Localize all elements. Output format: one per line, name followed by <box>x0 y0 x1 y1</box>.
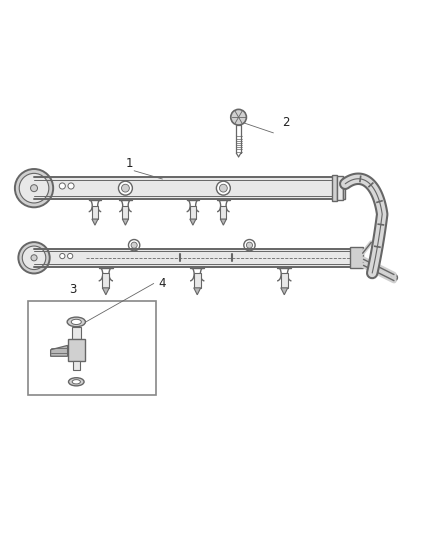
Polygon shape <box>220 219 226 225</box>
Circle shape <box>15 169 53 207</box>
Polygon shape <box>92 219 98 225</box>
Bar <box>102 273 110 288</box>
Bar <box>34 177 332 199</box>
Circle shape <box>391 274 397 281</box>
Circle shape <box>128 239 140 251</box>
Polygon shape <box>190 219 196 225</box>
Circle shape <box>121 184 129 192</box>
Polygon shape <box>51 345 67 356</box>
Circle shape <box>31 184 38 192</box>
Bar <box>73 361 80 370</box>
Circle shape <box>59 183 65 189</box>
Circle shape <box>18 242 49 273</box>
Bar <box>337 176 343 200</box>
Circle shape <box>247 242 253 248</box>
Circle shape <box>22 246 46 270</box>
Ellipse shape <box>68 378 84 386</box>
Bar <box>72 327 81 339</box>
Bar <box>190 206 196 219</box>
Bar <box>194 273 201 288</box>
Text: 3: 3 <box>69 284 76 296</box>
Text: 2: 2 <box>282 116 290 130</box>
Circle shape <box>31 255 37 261</box>
Bar <box>28 301 156 395</box>
Circle shape <box>131 242 137 248</box>
Text: 1: 1 <box>125 157 133 170</box>
Bar <box>281 273 288 288</box>
Bar <box>332 175 337 201</box>
Bar <box>220 206 226 219</box>
Polygon shape <box>122 219 128 225</box>
Circle shape <box>67 254 73 259</box>
Circle shape <box>231 109 247 125</box>
Polygon shape <box>102 288 110 295</box>
Bar <box>350 247 364 268</box>
Circle shape <box>68 183 74 189</box>
Ellipse shape <box>72 379 81 384</box>
Ellipse shape <box>67 317 85 327</box>
Circle shape <box>19 173 49 203</box>
Circle shape <box>219 184 227 192</box>
Bar <box>122 206 128 219</box>
Circle shape <box>118 181 132 195</box>
Polygon shape <box>194 288 201 295</box>
Text: 4: 4 <box>158 277 166 290</box>
Circle shape <box>216 181 230 195</box>
Bar <box>343 177 345 199</box>
Circle shape <box>244 239 255 251</box>
Ellipse shape <box>71 319 81 325</box>
Polygon shape <box>281 288 288 295</box>
Bar <box>68 339 85 361</box>
Bar <box>92 206 98 219</box>
Bar <box>34 249 350 267</box>
Circle shape <box>60 254 65 259</box>
